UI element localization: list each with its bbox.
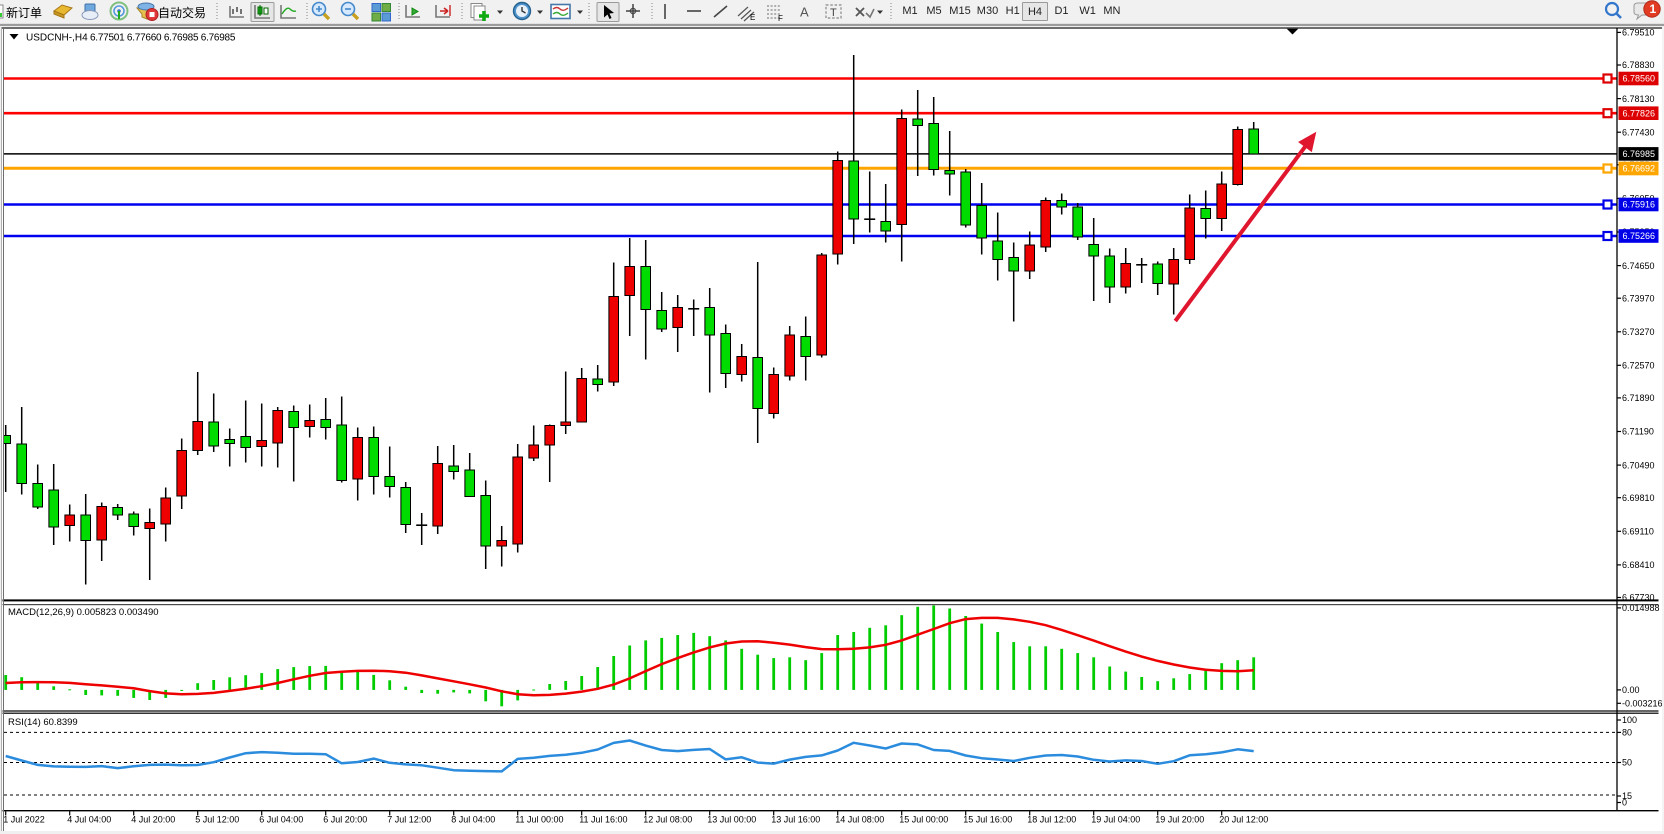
svg-text:6.77501 6.77660 6.76985 6.7698: 6.77501 6.77660 6.76985 6.76985 — [90, 33, 236, 44]
svg-text:6.78130: 6.78130 — [1622, 94, 1655, 104]
svg-text:14 Jul 08:00: 14 Jul 08:00 — [835, 815, 884, 825]
svg-text:15 Jul 00:00: 15 Jul 00:00 — [899, 815, 948, 825]
svg-text:6.75266: 6.75266 — [1623, 231, 1656, 241]
svg-text:100: 100 — [1622, 715, 1637, 725]
svg-text:7 Jul 12:00: 7 Jul 12:00 — [387, 815, 431, 825]
svg-text:-0.003216: -0.003216 — [1622, 699, 1663, 709]
svg-text:6.71890: 6.71890 — [1622, 393, 1655, 403]
svg-text:6.76985: 6.76985 — [1623, 149, 1656, 159]
svg-text:50: 50 — [1622, 758, 1632, 768]
svg-text:20 Jul 12:00: 20 Jul 12:00 — [1219, 815, 1268, 825]
svg-text:6.75916: 6.75916 — [1623, 200, 1656, 210]
svg-text:6.73270: 6.73270 — [1622, 327, 1655, 337]
svg-text:6.77430: 6.77430 — [1622, 127, 1655, 137]
svg-text:T: T — [830, 7, 837, 19]
svg-text:19 Jul 20:00: 19 Jul 20:00 — [1155, 815, 1204, 825]
svg-text:4 Jul 20:00: 4 Jul 20:00 — [131, 815, 175, 825]
svg-text:4 Jul 04:00: 4 Jul 04:00 — [67, 815, 111, 825]
svg-text:0.00: 0.00 — [1622, 685, 1640, 695]
svg-text:6.71190: 6.71190 — [1622, 427, 1654, 437]
svg-text:E: E — [750, 13, 755, 22]
svg-text:18 Jul 12:00: 18 Jul 12:00 — [1027, 815, 1076, 825]
svg-text:11 Jul 00:00: 11 Jul 00:00 — [515, 815, 563, 825]
svg-text:12 Jul 08:00: 12 Jul 08:00 — [643, 815, 692, 825]
svg-text:6.73970: 6.73970 — [1622, 293, 1655, 303]
svg-text:A: A — [800, 5, 809, 20]
svg-text:15: 15 — [1622, 791, 1632, 801]
svg-text:6.68410: 6.68410 — [1622, 560, 1655, 570]
svg-text:1: 1 — [1650, 2, 1657, 16]
svg-text:80: 80 — [1622, 728, 1632, 738]
svg-text:0.014988: 0.014988 — [1622, 603, 1660, 613]
svg-text:6.72570: 6.72570 — [1622, 361, 1655, 371]
svg-text:MACD(12,26,9) 0.005823 0.00349: MACD(12,26,9) 0.005823 0.003490 — [8, 607, 159, 618]
svg-text:6.78830: 6.78830 — [1622, 60, 1655, 70]
svg-text:6.79510: 6.79510 — [1622, 28, 1655, 38]
svg-text:F: F — [778, 14, 783, 23]
svg-text:6.70490: 6.70490 — [1622, 460, 1655, 470]
svg-text:6 Jul 04:00: 6 Jul 04:00 — [259, 815, 303, 825]
svg-text:6.69810: 6.69810 — [1622, 493, 1655, 503]
svg-text:5 Jul 12:00: 5 Jul 12:00 — [195, 815, 239, 825]
svg-text:6.74650: 6.74650 — [1622, 261, 1655, 271]
svg-text:6.78560: 6.78560 — [1623, 74, 1656, 84]
svg-text:RSI(14) 60.8399: RSI(14) 60.8399 — [8, 717, 78, 728]
svg-text:19 Jul 04:00: 19 Jul 04:00 — [1091, 815, 1140, 825]
svg-text:13 Jul 16:00: 13 Jul 16:00 — [771, 815, 820, 825]
svg-text:6.77826: 6.77826 — [1623, 108, 1656, 118]
svg-text:1 Jul 2022: 1 Jul 2022 — [3, 815, 45, 825]
svg-text:6.67730: 6.67730 — [1622, 593, 1655, 603]
svg-text:15 Jul 16:00: 15 Jul 16:00 — [963, 815, 1012, 825]
svg-text:11 Jul 16:00: 11 Jul 16:00 — [579, 815, 627, 825]
svg-text:6 Jul 20:00: 6 Jul 20:00 — [323, 815, 367, 825]
svg-text:USDCNH-,H4: USDCNH-,H4 — [26, 33, 88, 44]
svg-text:13 Jul 00:00: 13 Jul 00:00 — [707, 815, 756, 825]
svg-text:6.69110: 6.69110 — [1622, 527, 1654, 537]
svg-text:0: 0 — [1622, 798, 1627, 808]
svg-text:6.76692: 6.76692 — [1623, 164, 1656, 174]
svg-text:8 Jul 04:00: 8 Jul 04:00 — [451, 815, 495, 825]
